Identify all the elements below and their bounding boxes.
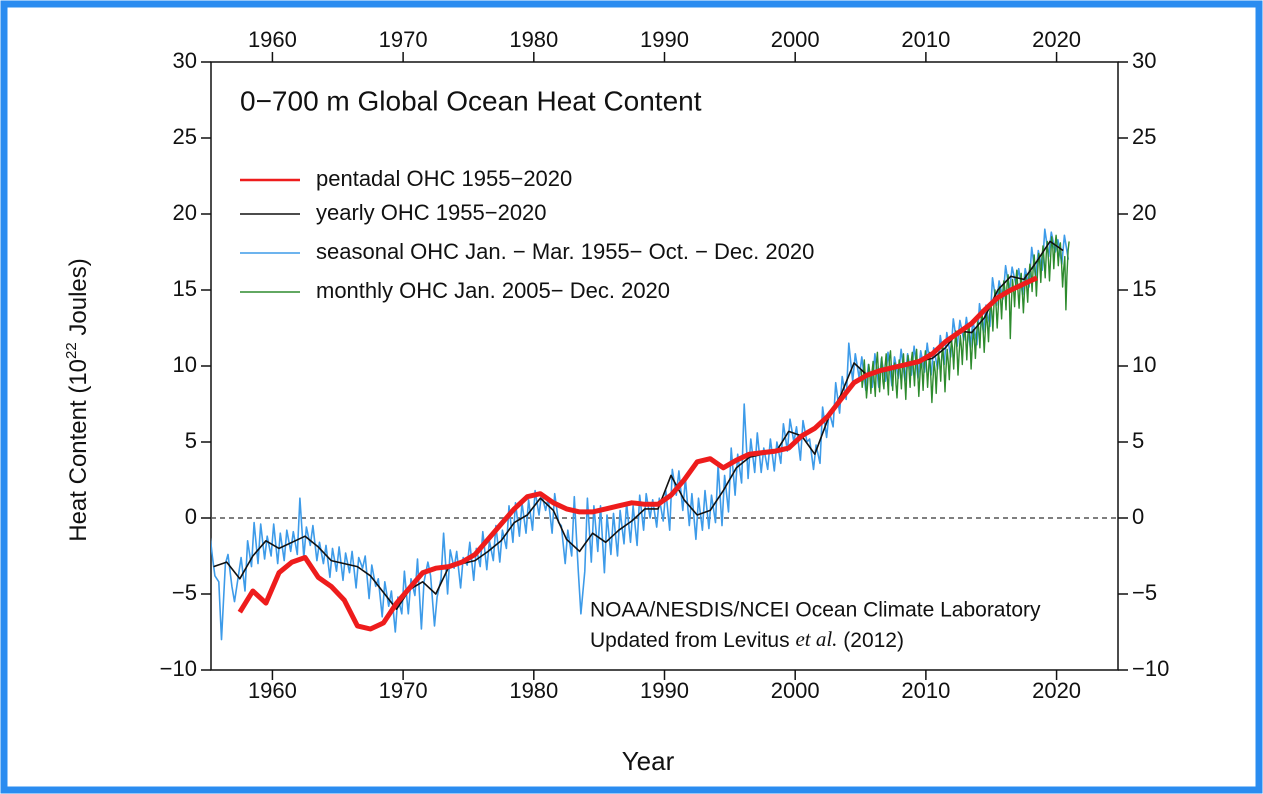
x-tick-label-top: 2020 <box>1032 27 1081 52</box>
y-tick-label: 20 <box>173 200 197 225</box>
chart-title: 0−700 m Global Ocean Heat Content <box>240 85 702 116</box>
y-tick-label: 25 <box>173 124 197 149</box>
x-axis-label: Year <box>622 746 675 776</box>
x-tick-label: 1970 <box>379 678 428 703</box>
y-tick-label-right: 10 <box>1132 352 1156 377</box>
series-line <box>211 228 1070 641</box>
legend-label: monthly OHC Jan. 2005− Dec. 2020 <box>316 278 670 303</box>
x-tick-label-top: 1980 <box>509 27 558 52</box>
y-tick-label-right: 5 <box>1132 428 1144 453</box>
legend-label: seasonal OHC Jan. − Mar. 1955− Oct. − De… <box>316 239 814 264</box>
y-tick-label: 10 <box>173 352 197 377</box>
x-tick-label: 1990 <box>640 678 689 703</box>
x-tick-label: 2020 <box>1032 678 1081 703</box>
y-tick-label-right: 20 <box>1132 200 1156 225</box>
x-tick-label: 1960 <box>248 678 297 703</box>
y-axis-label-unit: Joules) <box>65 258 92 342</box>
annotation: Updated from Levitus et al. (2012) <box>590 627 904 652</box>
y-tick-label-right: 25 <box>1132 124 1156 149</box>
legend-label: pentadal OHC 1955−2020 <box>316 166 572 191</box>
y-tick-label-right: 0 <box>1132 504 1144 529</box>
annotation: NOAA/NESDIS/NCEI Ocean Climate Laborator… <box>590 599 1041 622</box>
x-tick-label-top: 2010 <box>901 27 950 52</box>
x-tick-label-top: 1960 <box>248 27 297 52</box>
x-tick-label: 2010 <box>901 678 950 703</box>
annotation-text: (2012) <box>837 629 904 652</box>
y-axis-label-text: Heat Content (10 <box>65 359 92 542</box>
x-tick-label: 1980 <box>509 678 558 703</box>
y-tick-label: 30 <box>173 48 197 73</box>
y-axis-label: Heat Content (1022 Joules) <box>63 258 92 542</box>
x-tick-label-top: 1970 <box>379 27 428 52</box>
y-tick-label-right: 30 <box>1132 48 1156 73</box>
legend-label: yearly OHC 1955−2020 <box>316 200 547 225</box>
annotation-text: Updated from Levitus <box>590 629 795 652</box>
y-tick-label: 15 <box>173 276 197 301</box>
y-tick-label: −5 <box>172 580 197 605</box>
x-tick-label: 2000 <box>771 678 820 703</box>
annotation-italic: et al. <box>795 627 837 651</box>
y-tick-label: 5 <box>185 428 197 453</box>
x-tick-label-top: 1990 <box>640 27 689 52</box>
y-axis-label-exponent: 22 <box>63 342 80 359</box>
y-tick-label-right: −5 <box>1132 580 1157 605</box>
y-tick-label-right: 15 <box>1132 276 1156 301</box>
x-tick-label-top: 2000 <box>771 27 820 52</box>
y-tick-label-right: −10 <box>1132 656 1169 681</box>
y-tick-label: −10 <box>160 656 197 681</box>
y-tick-label: 0 <box>185 504 197 529</box>
series-line <box>237 275 1039 632</box>
